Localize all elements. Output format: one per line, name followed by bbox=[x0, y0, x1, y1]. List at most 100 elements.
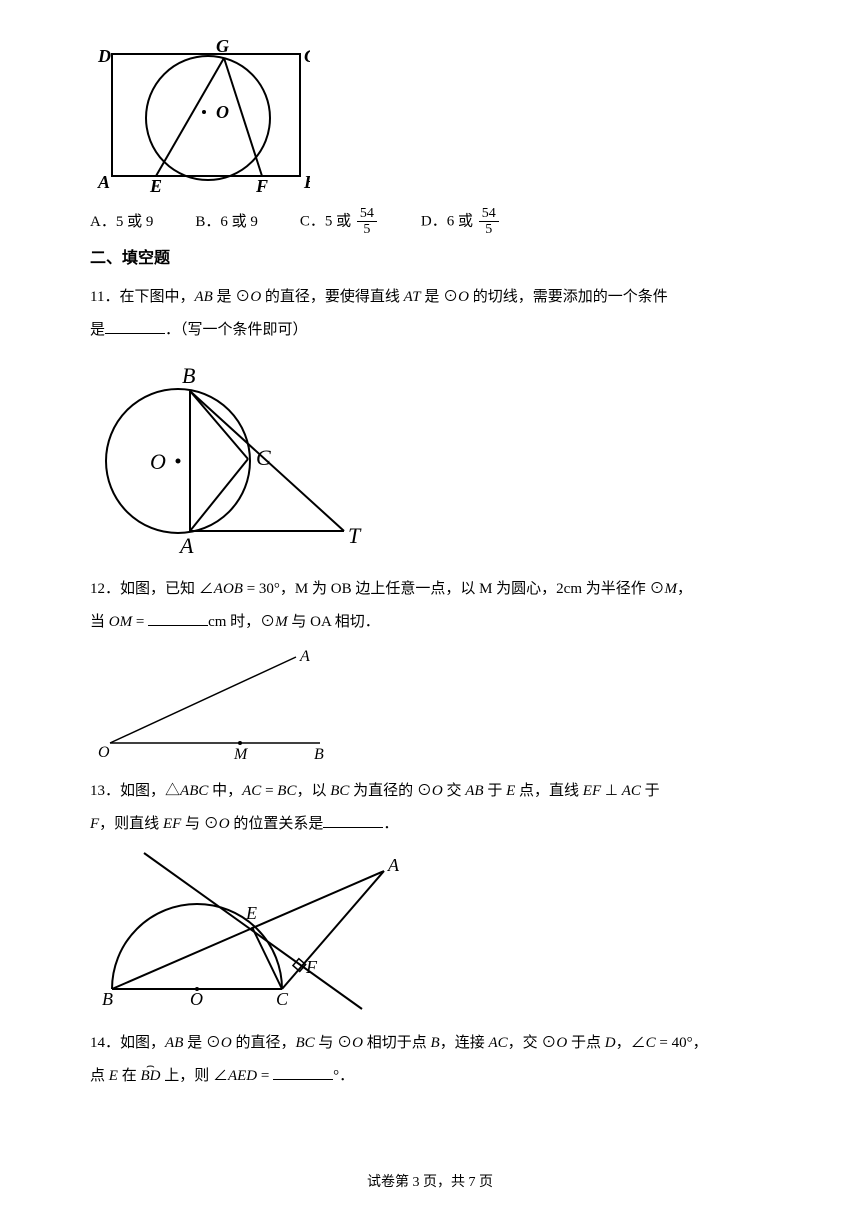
q13-t8: 点，直线 bbox=[515, 783, 583, 799]
q14-t3: 的直径， bbox=[232, 1035, 296, 1051]
q14-t8: 于点 bbox=[567, 1035, 605, 1051]
line-BA-13 bbox=[112, 871, 384, 989]
q12-t2: = 30°，M 为 OB 边上任意一点，以 M 为圆心，2cm 为半径作 ⊙ bbox=[243, 581, 665, 597]
question-13: 13．如图，△ABC 中，AC = BC，以 BC 为直径的 ⊙O 交 AB 于… bbox=[90, 775, 770, 841]
q12-blank[interactable] bbox=[148, 610, 208, 627]
option-D-den: 5 bbox=[479, 222, 499, 237]
label-C: C bbox=[304, 46, 310, 66]
q14-t14: = bbox=[257, 1068, 273, 1084]
q14-D: D bbox=[605, 1035, 616, 1051]
option-D-prefix: D．6 或 bbox=[421, 213, 473, 229]
q14-AED: AED bbox=[228, 1068, 257, 1084]
q13-EF2: EF bbox=[163, 816, 181, 832]
line-CE-13 bbox=[252, 927, 282, 989]
dot-O-11 bbox=[176, 459, 181, 464]
q13-t2: 中， bbox=[208, 783, 242, 799]
label-E-13: E bbox=[245, 903, 257, 923]
q14-t7: ，交 ⊙ bbox=[508, 1035, 557, 1051]
q13-ABC: ABC bbox=[180, 783, 208, 799]
label-C-11: C bbox=[256, 445, 271, 470]
q13-t14: ． bbox=[383, 816, 398, 832]
q14-t6: ，连接 bbox=[440, 1035, 489, 1051]
figure-13: A E F B O C bbox=[90, 847, 770, 1017]
q11-t3: 的直径，要使得直线 bbox=[261, 289, 404, 305]
figure-12: O A M B bbox=[90, 645, 770, 765]
question-14: 14．如图，AB 是 ⊙O 的直径，BC 与 ⊙O 相切于点 B，连接 AC，交… bbox=[90, 1027, 770, 1093]
label-E: E bbox=[149, 176, 162, 196]
q14-t12: 在 bbox=[118, 1068, 141, 1084]
q11-blank[interactable] bbox=[105, 318, 165, 335]
q14-B: B bbox=[431, 1035, 440, 1051]
q12-M2: M bbox=[275, 614, 288, 630]
label-O-11: O bbox=[150, 449, 166, 474]
q13-O1: O bbox=[432, 783, 443, 799]
label-A-11: A bbox=[178, 533, 194, 558]
option-B: B．6 或 9 bbox=[195, 210, 258, 234]
q14-O1: O bbox=[221, 1035, 232, 1051]
q11-t2: 是 ⊙ bbox=[213, 289, 251, 305]
q13-F: F bbox=[90, 816, 99, 832]
label-B: B bbox=[303, 172, 310, 192]
label-M-12: M bbox=[233, 746, 249, 763]
option-A: A．5 或 9 bbox=[90, 210, 153, 234]
option-C-num: 54 bbox=[357, 206, 377, 222]
q11-t6: 是 bbox=[90, 322, 105, 338]
q13-t10: 于 bbox=[641, 783, 660, 799]
rect-ABCD bbox=[112, 54, 300, 176]
question-11: 11．在下图中，AB 是 ⊙O 的直径，要使得直线 AT 是 ⊙O 的切线，需要… bbox=[90, 281, 770, 347]
q13-blank[interactable] bbox=[323, 812, 383, 829]
q14-O3: O bbox=[556, 1035, 567, 1051]
label-F: F bbox=[255, 176, 268, 196]
figure-top: D G C O A E F B bbox=[90, 36, 770, 196]
q12-OM: OM bbox=[109, 614, 132, 630]
section-title: 二、填空题 bbox=[90, 246, 770, 272]
q14-num: 14． bbox=[90, 1035, 120, 1051]
q11-AT: AT bbox=[404, 289, 421, 305]
q13-t13: 的位置关系是 bbox=[230, 816, 324, 832]
line-GF bbox=[224, 58, 262, 176]
q11-AB: AB bbox=[194, 289, 212, 305]
label-G: G bbox=[216, 36, 229, 56]
label-B-11: B bbox=[182, 363, 195, 388]
q14-blank[interactable] bbox=[273, 1064, 333, 1081]
line-GE bbox=[156, 58, 224, 176]
q11-t4: 是 ⊙ bbox=[421, 289, 459, 305]
line-CA-13 bbox=[282, 871, 384, 989]
q11-num: 11． bbox=[90, 289, 119, 305]
footer: 试卷第 3 页，共 7 页 bbox=[0, 1172, 860, 1194]
q13-t3: = bbox=[261, 783, 277, 799]
q13-t7: 于 bbox=[484, 783, 507, 799]
q13-t12: 与 ⊙ bbox=[181, 816, 219, 832]
dot-O bbox=[202, 110, 206, 114]
q14-t5: 相切于点 bbox=[363, 1035, 431, 1051]
q14-O2: O bbox=[352, 1035, 363, 1051]
label-D: D bbox=[97, 46, 111, 66]
label-T-11: T bbox=[348, 523, 362, 548]
option-C: C．5 或 54 5 bbox=[300, 206, 379, 238]
q12-t1: 如图，已知 ∠ bbox=[120, 581, 214, 597]
q13-t4: ，以 bbox=[296, 783, 330, 799]
q14-t2: 是 ⊙ bbox=[183, 1035, 221, 1051]
q14-t1: 如图， bbox=[120, 1035, 165, 1051]
q11-O2: O bbox=[458, 289, 469, 305]
option-C-prefix: C．5 或 bbox=[300, 213, 351, 229]
option-D-frac: 54 5 bbox=[479, 206, 499, 238]
q13-AB: AB bbox=[465, 783, 483, 799]
q14-C: C bbox=[646, 1035, 656, 1051]
q14-t9: ，∠ bbox=[616, 1035, 646, 1051]
q14-AC: AC bbox=[488, 1035, 507, 1051]
q13-O2: O bbox=[219, 816, 230, 832]
q14-t4: 与 ⊙ bbox=[315, 1035, 353, 1051]
q11-t7: ．（写一个条件即可） bbox=[165, 322, 308, 338]
q13-E: E bbox=[506, 783, 515, 799]
label-F-13: F bbox=[305, 957, 318, 977]
q13-t5: 为直径的 ⊙ bbox=[349, 783, 432, 799]
q14-E: E bbox=[109, 1068, 118, 1084]
figure-11: B O C A T bbox=[90, 353, 770, 563]
q13-t6: 交 bbox=[443, 783, 466, 799]
label-A-12: A bbox=[299, 648, 310, 665]
q14-t11: 点 bbox=[90, 1068, 109, 1084]
dot-M-12 bbox=[238, 741, 242, 745]
q14-BC: BC bbox=[295, 1035, 314, 1051]
q11-O1: O bbox=[250, 289, 261, 305]
